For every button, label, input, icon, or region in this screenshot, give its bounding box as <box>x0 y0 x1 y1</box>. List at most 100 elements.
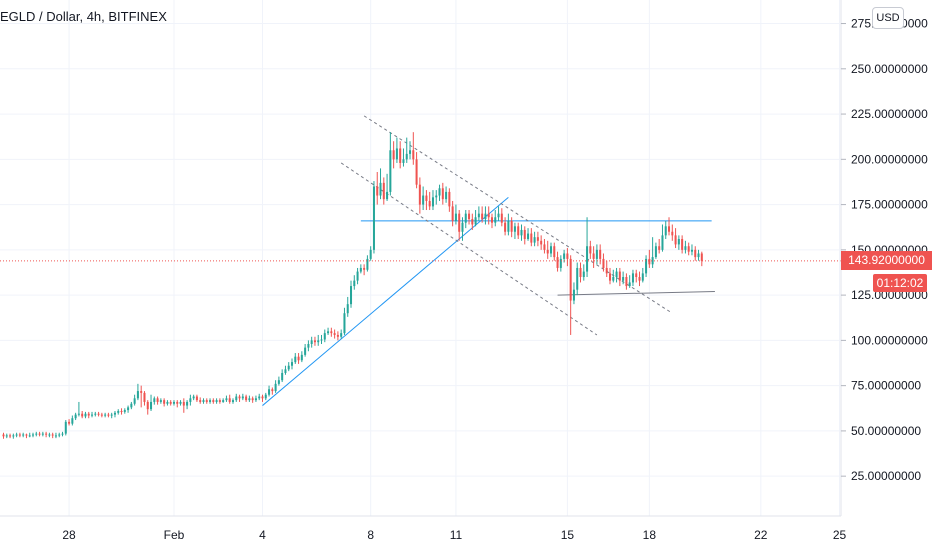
candle[interactable] <box>51 432 54 439</box>
candle[interactable] <box>87 411 90 419</box>
candle[interactable] <box>313 336 316 346</box>
candle[interactable] <box>389 132 392 196</box>
candle[interactable] <box>500 208 503 227</box>
candle[interactable] <box>18 432 21 438</box>
candle[interactable] <box>97 411 100 417</box>
candle[interactable] <box>307 340 310 352</box>
candle[interactable] <box>359 264 362 274</box>
candle[interactable] <box>700 251 703 267</box>
candle[interactable] <box>22 432 25 438</box>
candle[interactable] <box>45 431 48 438</box>
currency-button[interactable]: USD <box>872 7 904 29</box>
candle[interactable] <box>425 190 428 211</box>
candle[interactable] <box>222 398 225 403</box>
candle[interactable] <box>153 396 156 405</box>
candle[interactable] <box>268 385 271 397</box>
candle[interactable] <box>622 271 625 285</box>
candle[interactable] <box>638 271 641 287</box>
candle[interactable] <box>333 329 336 339</box>
candle[interactable] <box>281 369 284 383</box>
candle[interactable] <box>641 267 644 283</box>
candle[interactable] <box>589 240 592 259</box>
candle[interactable] <box>287 362 290 372</box>
candle[interactable] <box>290 358 294 370</box>
candle[interactable] <box>218 398 221 404</box>
candle[interactable] <box>235 393 238 402</box>
candle[interactable] <box>546 240 549 259</box>
candle[interactable] <box>576 262 579 296</box>
candle[interactable] <box>468 210 471 225</box>
candle[interactable] <box>602 253 605 272</box>
candle[interactable] <box>123 408 126 414</box>
candle[interactable] <box>549 242 553 258</box>
candle[interactable] <box>530 228 533 247</box>
candle[interactable] <box>48 432 51 438</box>
candle[interactable] <box>166 400 169 406</box>
candle[interactable] <box>156 396 159 405</box>
channel-upper-line[interactable] <box>363 115 673 314</box>
candle[interactable] <box>25 433 28 439</box>
candle[interactable] <box>559 255 562 272</box>
candle[interactable] <box>9 433 12 439</box>
candle[interactable] <box>336 331 339 341</box>
candle[interactable] <box>477 206 480 221</box>
candle[interactable] <box>648 249 651 268</box>
candle[interactable] <box>654 242 657 259</box>
candle[interactable] <box>261 394 264 402</box>
candle[interactable] <box>172 400 175 406</box>
candle[interactable] <box>615 267 618 283</box>
candle[interactable] <box>202 398 205 404</box>
candle[interactable] <box>356 267 359 285</box>
candle[interactable] <box>294 353 297 364</box>
candle[interactable] <box>215 398 218 404</box>
candle[interactable] <box>225 395 228 402</box>
candle[interactable] <box>179 400 182 406</box>
candle[interactable] <box>107 412 110 418</box>
candle[interactable] <box>595 244 598 265</box>
candle[interactable] <box>212 398 215 404</box>
candle[interactable] <box>140 385 143 408</box>
candle[interactable] <box>618 267 621 287</box>
candle[interactable] <box>271 387 274 395</box>
ascending-trendline[interactable] <box>262 196 509 406</box>
candle[interactable] <box>372 181 375 254</box>
candle[interactable] <box>481 206 484 223</box>
candle[interactable] <box>569 255 572 335</box>
candle[interactable] <box>690 244 693 256</box>
candle[interactable] <box>343 307 346 335</box>
candle[interactable] <box>15 432 18 438</box>
candle[interactable] <box>605 260 608 278</box>
candle[interactable] <box>379 168 382 200</box>
candle[interactable] <box>300 351 303 363</box>
candle[interactable] <box>81 410 84 419</box>
candle[interactable] <box>330 327 333 337</box>
candle[interactable] <box>241 393 244 401</box>
candle[interactable] <box>35 431 38 437</box>
candle[interactable] <box>645 255 648 278</box>
candle[interactable] <box>399 141 402 169</box>
candle[interactable] <box>677 235 680 250</box>
candle[interactable] <box>264 392 267 401</box>
candle[interactable] <box>536 231 539 247</box>
candle[interactable] <box>418 177 421 214</box>
candle[interactable] <box>435 190 438 205</box>
candle[interactable] <box>205 398 208 404</box>
candle[interactable] <box>494 210 497 227</box>
candle[interactable] <box>209 398 212 404</box>
candle[interactable] <box>386 173 389 201</box>
candle[interactable] <box>117 409 120 415</box>
candle[interactable] <box>192 394 195 401</box>
candle[interactable] <box>58 432 61 438</box>
candle[interactable] <box>74 412 77 421</box>
candle[interactable] <box>687 242 690 256</box>
candle[interactable] <box>100 412 103 418</box>
candle[interactable] <box>612 269 615 283</box>
candle[interactable] <box>31 432 35 438</box>
candle[interactable] <box>12 433 15 439</box>
candle[interactable] <box>304 344 307 357</box>
candle[interactable] <box>458 210 461 241</box>
candle[interactable] <box>68 419 71 426</box>
candle[interactable] <box>631 269 634 287</box>
candle[interactable] <box>454 204 457 225</box>
